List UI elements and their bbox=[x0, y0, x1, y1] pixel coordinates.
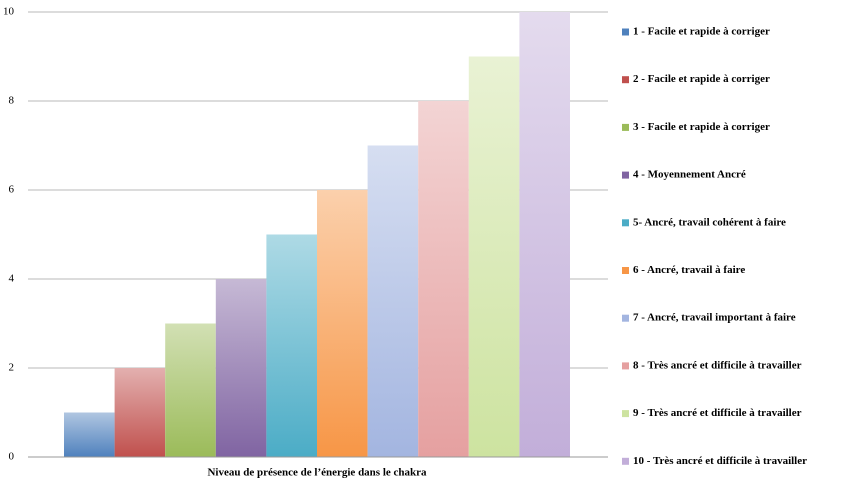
y-tick-label: 2 bbox=[9, 362, 15, 374]
legend-marker bbox=[622, 219, 629, 227]
y-tick-label: 4 bbox=[9, 273, 15, 285]
legend-label: 10 - Très ancré et difficile à travaille… bbox=[633, 455, 807, 467]
legend-marker bbox=[622, 362, 629, 370]
legend-marker bbox=[622, 28, 629, 36]
bar bbox=[418, 101, 469, 457]
legend-marker bbox=[622, 410, 629, 418]
legend-label: 3 - Facile et rapide à corriger bbox=[633, 121, 770, 133]
legend-marker bbox=[622, 76, 629, 84]
legend-label: 9 - Très ancré et difficile à travailler bbox=[633, 407, 802, 419]
legend-label: 1 - Facile et rapide à corriger bbox=[633, 26, 770, 38]
y-tick-label: 6 bbox=[9, 184, 15, 196]
legend-label: 4 - Moyennement Ancré bbox=[633, 169, 746, 181]
y-tick-label: 10 bbox=[3, 6, 15, 18]
legend-label: 6 - Ancré, travail à faire bbox=[633, 264, 745, 276]
legend-label: 5- Ancré, travail cohérent à faire bbox=[633, 216, 786, 228]
bar bbox=[165, 323, 216, 457]
legend-marker bbox=[622, 123, 629, 131]
legend-label: 2 - Facile et rapide à corriger bbox=[633, 73, 770, 85]
legend-marker bbox=[622, 457, 629, 465]
bar bbox=[215, 279, 267, 457]
legend-marker bbox=[622, 171, 629, 179]
legend-marker bbox=[622, 314, 629, 322]
legend-label: 8 - Très ancré et difficile à travailler bbox=[633, 359, 802, 371]
bar bbox=[317, 190, 368, 457]
legend-marker bbox=[622, 267, 629, 274]
y-tick-label: 8 bbox=[9, 95, 15, 107]
legend-label: 7 - Ancré, travail important à faire bbox=[633, 312, 796, 324]
bar bbox=[468, 56, 520, 457]
bar bbox=[64, 412, 115, 457]
x-tick-label: Niveau de présence de l’énergie dans le … bbox=[207, 467, 427, 479]
bar bbox=[266, 234, 317, 457]
bar bbox=[519, 12, 570, 457]
y-tick-label: 0 bbox=[9, 451, 15, 463]
bar bbox=[367, 145, 419, 457]
bar bbox=[114, 368, 166, 457]
